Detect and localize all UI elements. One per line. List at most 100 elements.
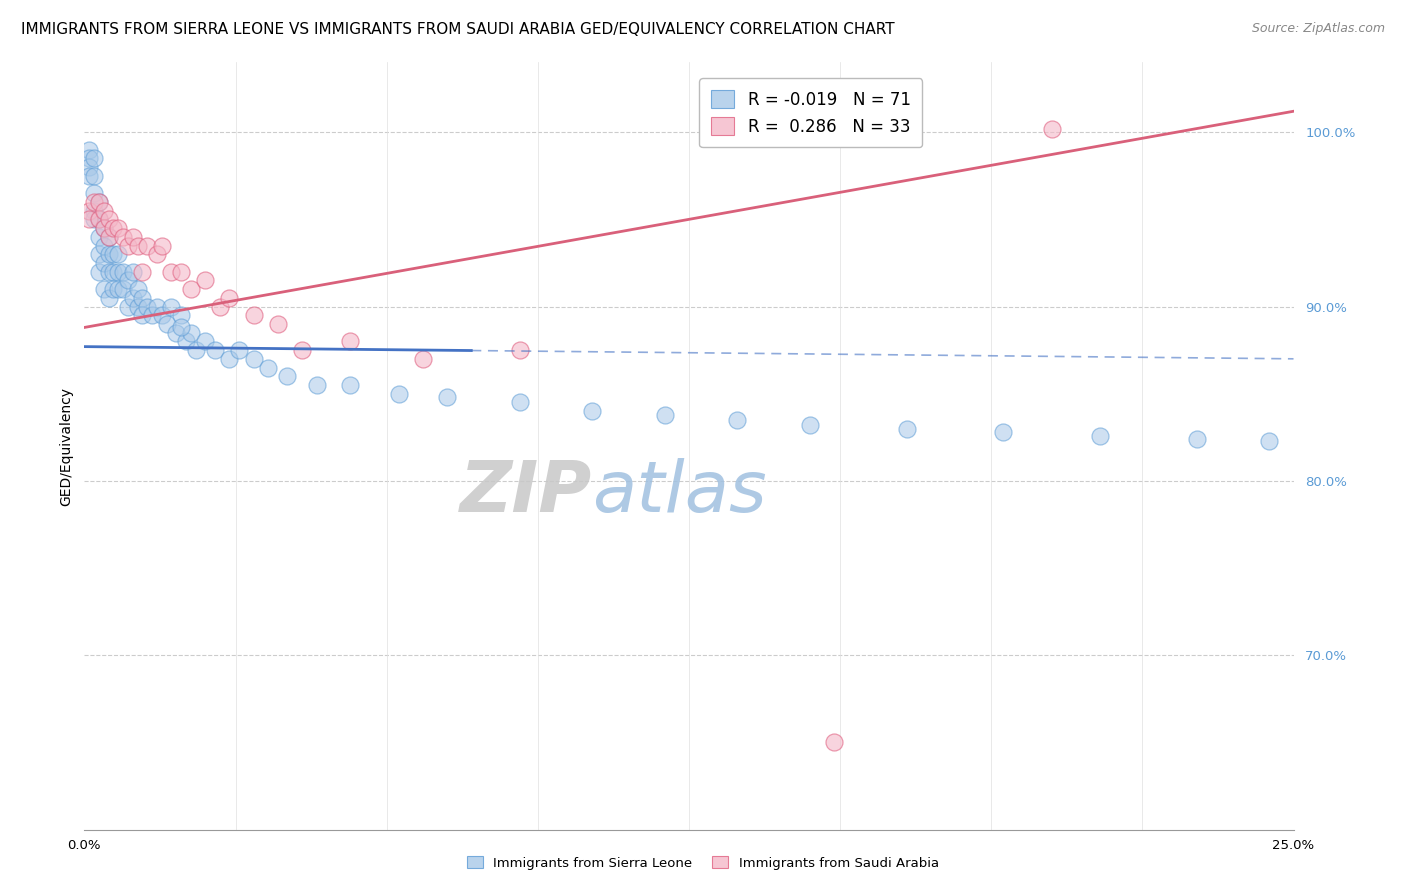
Point (305, 378, 328, 392)
Point (204, 343, 226, 358)
Text: Source: ZipAtlas.com: Source: ZipAtlas.com (1251, 22, 1385, 36)
Point (150, 238, 173, 252)
Text: atlas: atlas (592, 458, 766, 526)
Point (127, 238, 149, 252)
Point (97, 229, 120, 244)
Point (121, 291, 143, 305)
Point (83, 186, 105, 201)
Point (180, 326, 202, 340)
Point (103, 247, 125, 261)
Point (97, 247, 120, 261)
Point (194, 334, 217, 349)
Text: ZIP: ZIP (460, 458, 592, 526)
Legend: R = -0.019   N = 71, R =  0.286   N = 33: R = -0.019 N = 71, R = 0.286 N = 33 (699, 78, 922, 147)
Point (97, 265, 120, 279)
Point (131, 291, 153, 305)
Point (993, 425, 1015, 439)
Point (799, 418, 821, 433)
Point (83, 194, 105, 209)
Point (93, 256, 115, 270)
Point (131, 308, 153, 322)
Point (77, 160, 100, 174)
Point (77, 152, 100, 166)
Point (103, 282, 125, 296)
Point (107, 247, 129, 261)
Point (93, 282, 115, 296)
Point (83, 152, 105, 166)
Point (725, 413, 748, 427)
Point (87, 229, 110, 244)
Point (83, 169, 105, 183)
Point (93, 238, 115, 252)
Point (581, 404, 603, 418)
Point (117, 300, 139, 314)
Point (107, 282, 129, 296)
Legend: Immigrants from Sierra Leone, Immigrants from Saudi Arabia: Immigrants from Sierra Leone, Immigrants… (461, 850, 945, 877)
Point (242, 351, 264, 366)
Point (170, 320, 193, 334)
Point (276, 369, 298, 384)
Point (208, 300, 231, 314)
Point (184, 343, 207, 358)
Point (127, 300, 149, 314)
Point (174, 334, 197, 349)
Point (107, 221, 129, 235)
Point (117, 238, 139, 252)
Text: IMMIGRANTS FROM SIERRA LEONE VS IMMIGRANTS FROM SAUDI ARABIA GED/EQUIVALENCY COR: IMMIGRANTS FROM SIERRA LEONE VS IMMIGRAN… (21, 22, 894, 37)
Point (141, 308, 163, 322)
Point (150, 308, 173, 322)
Point (1258, 434, 1281, 448)
Point (77, 212, 100, 227)
Point (146, 247, 169, 261)
Point (121, 229, 143, 244)
Point (77, 203, 100, 218)
Point (291, 343, 314, 358)
Point (1040, 121, 1063, 136)
Point (896, 421, 918, 435)
Point (242, 308, 264, 322)
Point (127, 282, 149, 296)
Point (136, 300, 159, 314)
Point (87, 194, 110, 209)
Point (83, 212, 105, 227)
Point (218, 291, 240, 305)
Point (170, 308, 193, 322)
Point (97, 229, 120, 244)
Point (218, 351, 240, 366)
Point (170, 265, 193, 279)
Point (136, 238, 159, 252)
Point (509, 343, 531, 358)
Point (97, 291, 120, 305)
Point (194, 273, 217, 287)
Point (112, 265, 135, 279)
Point (1185, 432, 1208, 446)
Point (97, 212, 120, 227)
Point (257, 360, 280, 375)
Point (165, 326, 187, 340)
Point (146, 300, 169, 314)
Point (112, 229, 135, 244)
Point (823, 735, 845, 749)
Y-axis label: GED/Equivalency: GED/Equivalency (59, 386, 73, 506)
Point (93, 221, 115, 235)
Point (412, 351, 434, 366)
Point (77, 143, 100, 157)
Point (103, 265, 125, 279)
Point (93, 221, 115, 235)
Point (155, 317, 177, 331)
Point (160, 300, 183, 314)
Point (77, 169, 100, 183)
Point (103, 221, 125, 235)
Point (93, 203, 115, 218)
Point (654, 408, 676, 422)
Point (267, 317, 290, 331)
Point (339, 378, 361, 392)
Point (107, 265, 129, 279)
Point (160, 265, 183, 279)
Point (117, 273, 139, 287)
Point (339, 334, 361, 349)
Point (121, 265, 143, 279)
Point (509, 395, 531, 409)
Point (87, 212, 110, 227)
Point (87, 194, 110, 209)
